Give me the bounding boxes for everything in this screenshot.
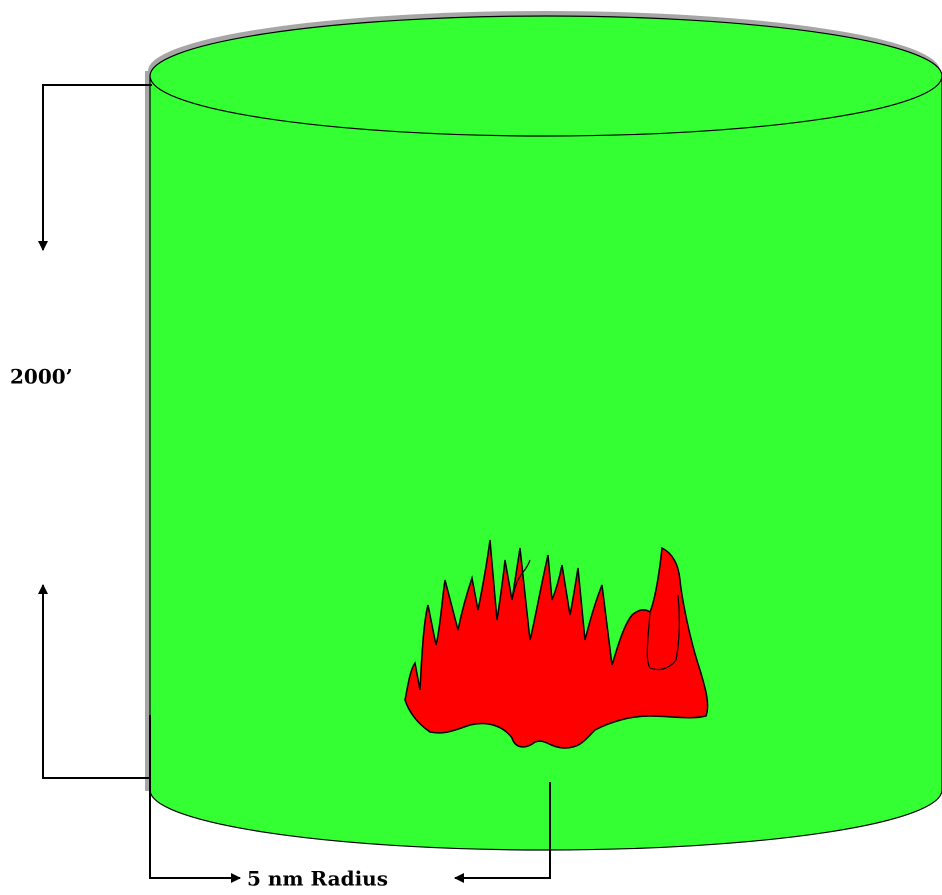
- height-arrows: [38, 84, 152, 779]
- radius-label: 5 nm Radius: [247, 867, 388, 891]
- height-label: 2000’: [10, 365, 73, 389]
- flame: [404, 539, 709, 749]
- radius-arrows: [149, 715, 551, 883]
- flame-detail: [511, 559, 680, 671]
- cylinder: [149, 15, 942, 851]
